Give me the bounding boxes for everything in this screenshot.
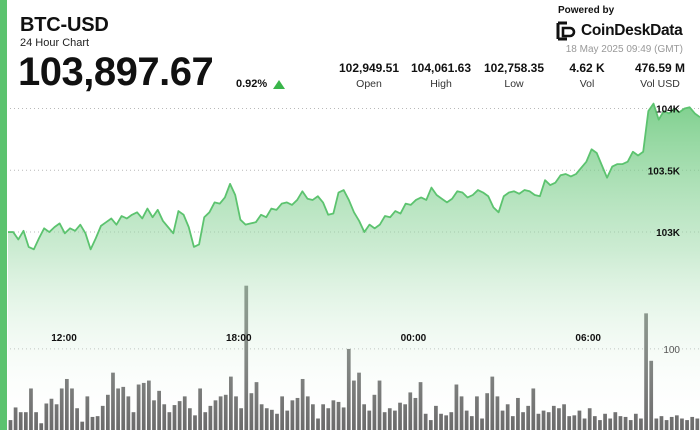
current-price: 103,897.67 <box>18 50 214 94</box>
up-triangle-icon <box>273 80 285 89</box>
volume-tick-label: 100 <box>663 345 680 356</box>
x-tick-label: 00:00 <box>401 333 427 344</box>
stat-vol-value: 4.62 K <box>569 61 605 75</box>
price-change: 0.92% <box>236 78 268 90</box>
stat-vol-label: Vol <box>579 78 595 90</box>
brand-name: CoinDeskData <box>581 22 683 39</box>
price-line <box>8 102 700 251</box>
stat-open-label: Open <box>356 78 382 90</box>
stat-vol-usd: 476.59 M Vol USD <box>628 61 692 90</box>
x-tick-label: 12:00 <box>51 333 77 344</box>
stat-open-value: 102,949.51 <box>338 61 400 75</box>
coindesk-data-logo[interactable]: CoinDeskData <box>555 20 683 42</box>
stat-low-value: 102,758.35 <box>483 61 545 75</box>
stat-vol-usd-value: 476.59 M <box>634 61 686 75</box>
x-tick-label: 18:00 <box>226 333 252 344</box>
stat-high-value: 104,061.63 <box>410 61 472 75</box>
chart-subtitle: 24 Hour Chart <box>20 37 90 49</box>
stat-high: 104,061.63 High <box>406 61 476 90</box>
price-area-fill <box>8 103 700 430</box>
stat-low: 102,758.35 Low <box>479 61 549 90</box>
pair-title: BTC-USD <box>20 14 109 36</box>
powered-by-label: Powered by <box>558 5 615 16</box>
y-tick-label: 103.5K <box>648 166 681 177</box>
accent-bar <box>0 0 7 430</box>
axis-labels: 104K 103.5K 103K 100 12:00 18:00 00:00 06:00 <box>51 105 681 356</box>
price-area <box>8 102 700 430</box>
stat-high-label: High <box>430 78 452 90</box>
stat-low-label: Low <box>504 78 524 90</box>
y-tick-label: 104K <box>656 105 681 116</box>
timestamp: 18 May 2025 09:49 (GMT) <box>565 44 683 55</box>
y-tick-label: 103K <box>656 228 681 239</box>
x-tick-label: 06:00 <box>575 333 601 344</box>
stat-vol-usd-label: Vol USD <box>640 78 680 90</box>
stat-vol: 4.62 K Vol <box>562 61 612 90</box>
stat-open: 102,949.51 Open <box>334 61 404 90</box>
coindesk-logo-icon <box>556 21 576 41</box>
